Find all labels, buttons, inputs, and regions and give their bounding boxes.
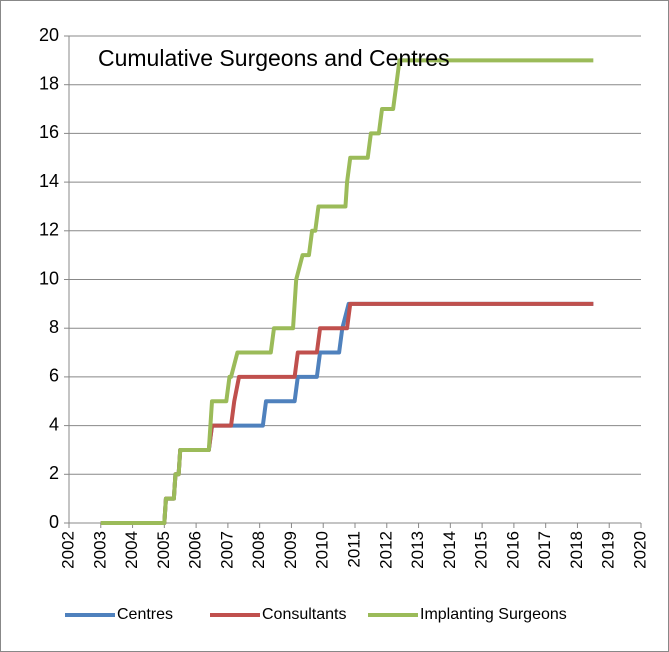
y-tick-label: 18	[39, 73, 59, 93]
x-tick-label: 2015	[472, 531, 491, 569]
y-tick-label: 8	[49, 317, 59, 337]
x-tick-label: 2008	[249, 531, 268, 569]
y-tick-label: 20	[39, 25, 59, 45]
chart-title: Cumulative Surgeons and Centres	[98, 45, 450, 71]
series-line	[100, 58, 594, 525]
y-tick-label: 16	[39, 122, 59, 142]
y-tick-label: 14	[39, 171, 59, 191]
x-tick-label: 2013	[408, 531, 427, 569]
x-tick-label: 2010	[313, 531, 332, 569]
x-tick-label: 2017	[535, 531, 554, 569]
legend-label: Centres	[117, 606, 173, 623]
x-tick-label: 2002	[58, 531, 77, 569]
x-tick-label: 2003	[90, 531, 109, 569]
y-tick-label: 4	[49, 414, 59, 434]
x-tick-label: 2009	[281, 531, 300, 569]
legend-label: Implanting Surgeons	[420, 606, 567, 623]
legend-label: Consultants	[262, 606, 347, 623]
y-tick-label: 0	[49, 512, 59, 532]
x-tick-label: 2012	[376, 531, 395, 569]
x-tick-label: 2011	[344, 531, 363, 568]
y-tick-label: 6	[49, 366, 59, 386]
x-tick-label: 2016	[503, 531, 522, 569]
x-tick-label: 2004	[122, 531, 141, 569]
x-tick-label: 2005	[154, 531, 173, 569]
x-tick-label: 2019	[599, 531, 618, 569]
y-tick-label: 12	[39, 220, 59, 240]
x-tick-label: 2018	[567, 531, 586, 569]
y-tick-label: 10	[39, 268, 59, 288]
x-tick-label: 2014	[440, 531, 459, 569]
x-tick-label: 2020	[630, 531, 649, 569]
y-tick-label: 2	[49, 463, 59, 483]
x-tick-label: 2007	[217, 531, 236, 569]
x-tick-label: 2006	[186, 531, 205, 569]
